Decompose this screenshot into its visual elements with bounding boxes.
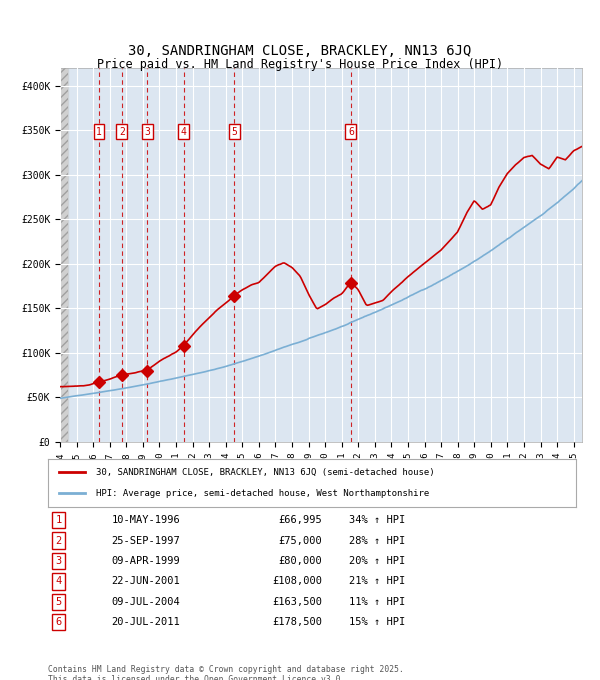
Text: 20% ↑ HPI: 20% ↑ HPI xyxy=(349,556,405,566)
Text: 6: 6 xyxy=(348,126,354,137)
Text: £163,500: £163,500 xyxy=(272,597,323,607)
Text: 3: 3 xyxy=(145,126,150,137)
Text: £108,000: £108,000 xyxy=(272,577,323,586)
Text: 4: 4 xyxy=(55,577,62,586)
Text: 1: 1 xyxy=(96,126,102,137)
Text: 30, SANDRINGHAM CLOSE, BRACKLEY, NN13 6JQ: 30, SANDRINGHAM CLOSE, BRACKLEY, NN13 6J… xyxy=(128,44,472,58)
Text: 15% ↑ HPI: 15% ↑ HPI xyxy=(349,617,405,627)
Text: 22-JUN-2001: 22-JUN-2001 xyxy=(112,577,180,586)
Text: £75,000: £75,000 xyxy=(279,536,323,545)
Text: 11% ↑ HPI: 11% ↑ HPI xyxy=(349,597,405,607)
Text: 2: 2 xyxy=(55,536,62,545)
Text: 09-JUL-2004: 09-JUL-2004 xyxy=(112,597,180,607)
Text: £66,995: £66,995 xyxy=(279,515,323,525)
Text: 4: 4 xyxy=(181,126,187,137)
Text: 09-APR-1999: 09-APR-1999 xyxy=(112,556,180,566)
Text: 34% ↑ HPI: 34% ↑ HPI xyxy=(349,515,405,525)
Text: 3: 3 xyxy=(55,556,62,566)
Text: 1: 1 xyxy=(55,515,62,525)
Bar xyxy=(60,68,68,442)
Text: 20-JUL-2011: 20-JUL-2011 xyxy=(112,617,180,627)
Text: 10-MAY-1996: 10-MAY-1996 xyxy=(112,515,180,525)
Text: 28% ↑ HPI: 28% ↑ HPI xyxy=(349,536,405,545)
Text: 2: 2 xyxy=(119,126,125,137)
Text: 21% ↑ HPI: 21% ↑ HPI xyxy=(349,577,405,586)
Text: HPI: Average price, semi-detached house, West Northamptonshire: HPI: Average price, semi-detached house,… xyxy=(95,489,429,498)
Text: Price paid vs. HM Land Registry's House Price Index (HPI): Price paid vs. HM Land Registry's House … xyxy=(97,58,503,71)
Text: 25-SEP-1997: 25-SEP-1997 xyxy=(112,536,180,545)
Bar xyxy=(60,68,68,442)
Text: £80,000: £80,000 xyxy=(279,556,323,566)
Text: 5: 5 xyxy=(55,597,62,607)
Text: 6: 6 xyxy=(55,617,62,627)
Text: 30, SANDRINGHAM CLOSE, BRACKLEY, NN13 6JQ (semi-detached house): 30, SANDRINGHAM CLOSE, BRACKLEY, NN13 6J… xyxy=(95,468,434,477)
Text: Contains HM Land Registry data © Crown copyright and database right 2025.
This d: Contains HM Land Registry data © Crown c… xyxy=(48,665,404,680)
Text: £178,500: £178,500 xyxy=(272,617,323,627)
Text: 5: 5 xyxy=(232,126,237,137)
